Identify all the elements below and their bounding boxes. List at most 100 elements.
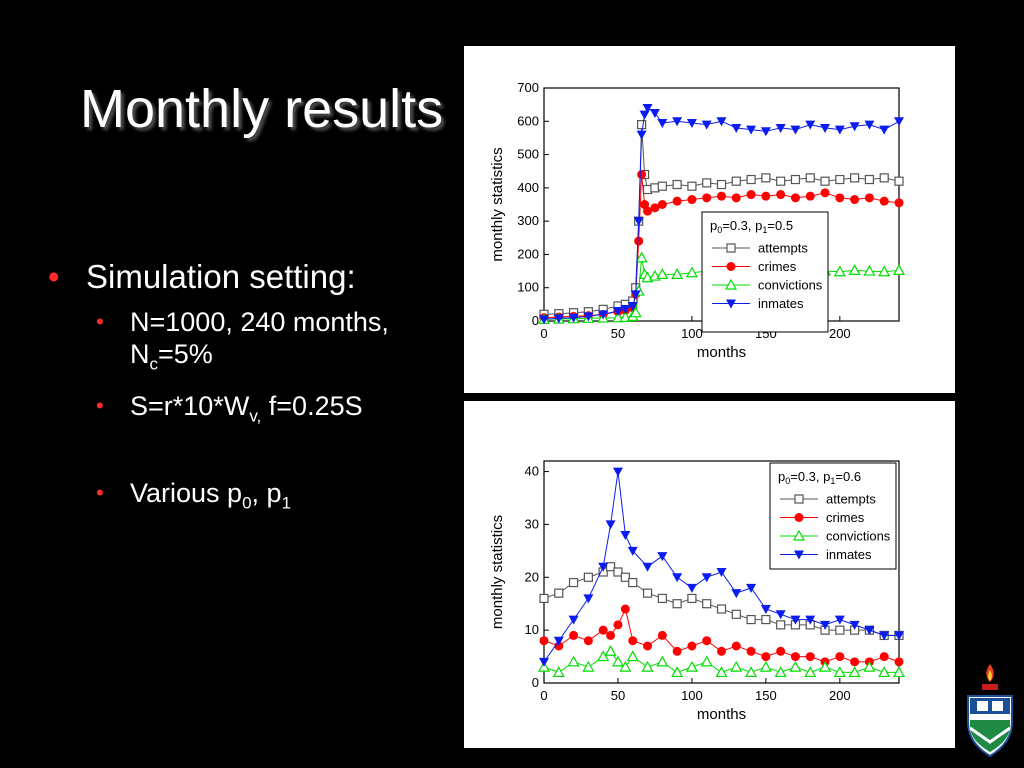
data-point-inmates xyxy=(834,125,845,135)
data-point-convictions xyxy=(863,264,876,276)
data-point-crimes xyxy=(835,652,845,662)
data-point-inmates xyxy=(633,217,644,227)
data-point-inmates xyxy=(716,568,727,577)
data-point-crimes xyxy=(657,630,667,640)
legend: p0=0.3, p1=0.6 attempts crimes convictions i… xyxy=(769,462,897,570)
data-point-inmates xyxy=(568,313,579,323)
y-axis-label: monthly statistics xyxy=(489,515,506,629)
data-point-crimes xyxy=(820,188,830,198)
data-point-attempts xyxy=(850,173,860,183)
legend-box xyxy=(769,462,897,570)
data-point-crimes xyxy=(805,191,815,201)
data-point-inmates xyxy=(864,626,875,636)
data-point-attempts xyxy=(568,577,579,588)
series-convictions xyxy=(537,645,906,678)
legend-title: p0=0.3, p1=0.5 xyxy=(710,218,793,235)
data-point-convictions xyxy=(892,666,906,678)
x-tick-label: 100 xyxy=(681,688,703,703)
data-point-inmates xyxy=(805,120,816,130)
data-point-inmates xyxy=(553,314,564,324)
data-point-crimes xyxy=(805,652,815,662)
legend-title-part: =0.6 xyxy=(835,469,861,484)
data-point-convictions xyxy=(582,660,595,672)
chart-panel-top: 0 50 100 150 200 0 100 200 300 400 500 600 700 months… xyxy=(464,46,955,393)
sub-bullet-text: , p xyxy=(251,477,282,508)
data-point-crimes xyxy=(717,646,726,656)
data-point-attempts xyxy=(613,567,623,577)
data-point-attempts xyxy=(687,593,697,604)
legend-marker-inmates xyxy=(726,299,736,309)
data-point-convictions xyxy=(611,311,624,323)
x-axis-label: months xyxy=(697,344,746,361)
data-point-inmates xyxy=(879,631,890,641)
university-crest-logo xyxy=(967,664,1013,758)
data-point-inmates xyxy=(686,118,697,128)
data-point-crimes xyxy=(539,636,549,646)
data-point-inmates xyxy=(716,117,727,127)
data-point-attempts xyxy=(761,173,771,183)
data-point-crimes xyxy=(687,641,697,651)
data-point-inmates xyxy=(775,123,786,133)
data-point-attempts xyxy=(731,176,741,186)
legend-label-crimes: crimes xyxy=(758,259,797,274)
subscript: 1 xyxy=(281,493,292,513)
x-tick-label: 50 xyxy=(611,326,625,341)
legend-title-part: 0 xyxy=(785,476,790,486)
data-point-attempts xyxy=(702,599,712,609)
sub-bullet-text: f=0.25S xyxy=(261,391,363,422)
data-point-inmates xyxy=(686,583,697,593)
data-point-attempts xyxy=(620,572,630,582)
data-point-crimes xyxy=(835,193,845,203)
legend-label-convictions: convictions xyxy=(826,529,891,544)
x-tick-label: 100 xyxy=(681,326,703,341)
data-point-convictions xyxy=(671,666,684,678)
legend: p0=0.3, p1=0.5 attempts crimes convictions i… xyxy=(701,211,829,333)
data-point-crimes xyxy=(894,657,904,667)
data-point-attempts xyxy=(746,614,756,625)
y-tick-label: 500 xyxy=(517,147,539,162)
data-point-crimes xyxy=(687,195,697,205)
data-point-crimes xyxy=(637,170,647,180)
data-point-inmates xyxy=(583,312,594,322)
data-point-attempts xyxy=(642,588,653,598)
data-point-convictions xyxy=(611,655,624,667)
data-point-attempts xyxy=(835,625,845,635)
data-point-inmates xyxy=(775,610,786,620)
data-point-inmates xyxy=(760,127,771,137)
data-point-attempts xyxy=(776,620,786,630)
data-point-inmates xyxy=(746,583,757,593)
x-axis-label: months xyxy=(697,706,746,723)
subscript: 0 xyxy=(242,493,252,513)
sub-bullet-text: S=r*10*W xyxy=(130,391,250,422)
data-point-crimes xyxy=(761,191,771,201)
x-tick-label: 50 xyxy=(611,688,625,703)
data-point-convictions xyxy=(700,655,713,667)
data-point-inmates xyxy=(657,118,668,128)
series-inmates xyxy=(539,467,904,667)
data-point-crimes xyxy=(879,652,889,662)
data-point-crimes xyxy=(790,193,800,203)
sub-bullet-params: Various p0, p1 xyxy=(96,477,468,519)
data-point-inmates xyxy=(701,120,712,130)
data-point-inmates xyxy=(630,290,641,300)
y-tick-label: 20 xyxy=(525,569,539,584)
data-point-inmates xyxy=(864,120,875,130)
data-point-attempts xyxy=(687,181,697,191)
data-point-inmates xyxy=(760,605,771,614)
legend-marker-convictions xyxy=(724,278,738,290)
data-point-inmates xyxy=(612,307,623,317)
data-point-inmates xyxy=(642,103,653,113)
legend-title: p0=0.3, p1=0.6 xyxy=(778,469,861,486)
data-point-inmates xyxy=(731,589,742,599)
data-point-convictions xyxy=(745,666,758,678)
x-tick-label: 200 xyxy=(829,688,851,703)
data-point-inmates xyxy=(701,573,712,583)
data-point-convictions xyxy=(552,666,565,678)
data-point-inmates xyxy=(605,520,616,530)
data-point-crimes xyxy=(634,236,644,246)
data-point-attempts xyxy=(605,562,616,572)
sub-bullet-formula: S=r*10*Wv, f=0.25S xyxy=(96,390,468,432)
series-inmates xyxy=(539,103,904,325)
legend-label-crimes: crimes xyxy=(826,510,865,525)
data-point-inmates xyxy=(790,125,801,135)
